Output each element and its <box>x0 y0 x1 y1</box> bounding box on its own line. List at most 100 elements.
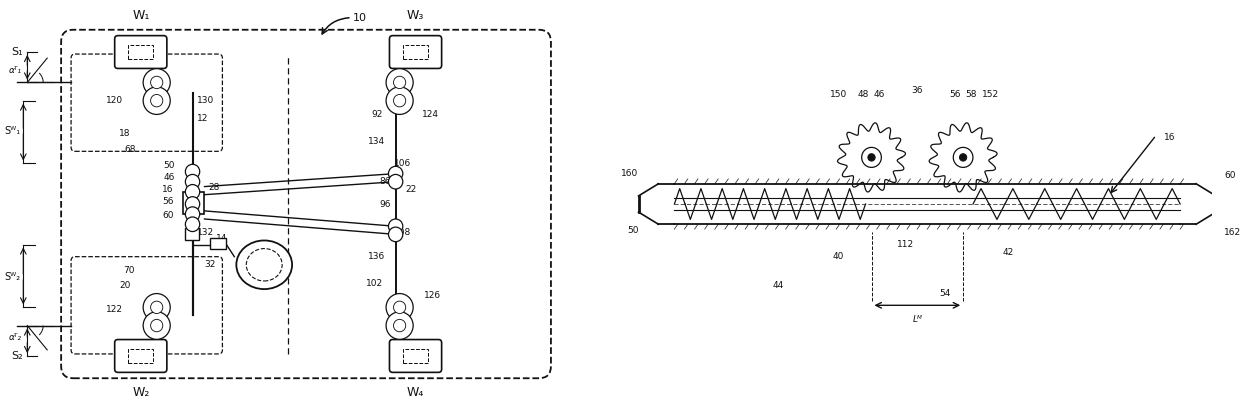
Circle shape <box>185 184 200 199</box>
Circle shape <box>386 87 413 115</box>
Circle shape <box>388 219 403 234</box>
Circle shape <box>393 319 405 332</box>
Circle shape <box>393 95 405 107</box>
Circle shape <box>388 227 403 242</box>
Text: W₃: W₃ <box>407 9 424 22</box>
Text: 50: 50 <box>164 161 175 170</box>
FancyBboxPatch shape <box>114 339 167 373</box>
Text: 36: 36 <box>911 86 923 95</box>
Text: 44: 44 <box>773 281 784 290</box>
Bar <box>403 45 428 59</box>
Text: 108: 108 <box>393 228 410 237</box>
FancyBboxPatch shape <box>389 35 441 69</box>
Text: 160: 160 <box>621 169 639 178</box>
Circle shape <box>386 312 413 339</box>
Circle shape <box>388 166 403 181</box>
Text: 48: 48 <box>858 90 869 99</box>
Text: 20: 20 <box>119 281 130 290</box>
Circle shape <box>386 293 413 321</box>
Text: 56: 56 <box>162 197 174 206</box>
Text: 106: 106 <box>393 159 410 168</box>
Circle shape <box>954 147 973 167</box>
Text: 130: 130 <box>196 96 213 105</box>
Circle shape <box>143 87 170 115</box>
Text: 54: 54 <box>940 288 951 298</box>
Text: 124: 124 <box>422 110 439 120</box>
Bar <box>185 228 198 240</box>
Circle shape <box>185 207 200 222</box>
Text: 40: 40 <box>832 252 843 261</box>
Circle shape <box>386 69 413 96</box>
Text: 56: 56 <box>950 90 961 99</box>
FancyBboxPatch shape <box>389 339 441 373</box>
Text: 30: 30 <box>258 258 270 267</box>
Text: 46: 46 <box>874 90 885 99</box>
Text: 10: 10 <box>353 13 367 22</box>
Text: 120: 120 <box>105 96 123 105</box>
Circle shape <box>185 174 200 189</box>
Text: 16: 16 <box>1164 133 1176 142</box>
Text: Lᴹ: Lᴹ <box>913 315 923 324</box>
Text: 136: 136 <box>368 252 384 261</box>
Text: 32: 32 <box>205 260 216 269</box>
Circle shape <box>388 174 403 189</box>
Text: 122: 122 <box>105 305 123 314</box>
Text: 70: 70 <box>123 266 135 275</box>
Text: 42: 42 <box>1003 248 1014 257</box>
Text: W₁: W₁ <box>133 9 150 22</box>
Text: 152: 152 <box>982 90 999 99</box>
Text: 12: 12 <box>197 114 208 123</box>
Text: 28: 28 <box>208 183 219 192</box>
Bar <box>128 45 154 59</box>
Text: S₂: S₂ <box>11 351 24 361</box>
Text: 22: 22 <box>405 185 417 194</box>
Circle shape <box>393 301 405 313</box>
Text: 102: 102 <box>366 279 383 288</box>
Bar <box>403 349 428 363</box>
Bar <box>128 349 154 363</box>
Text: 126: 126 <box>424 290 440 299</box>
Text: Sᵂ₂: Sᵂ₂ <box>5 272 21 282</box>
Text: 50: 50 <box>627 226 639 235</box>
Circle shape <box>143 69 170 96</box>
Text: S₁: S₁ <box>11 47 24 57</box>
Circle shape <box>150 95 162 107</box>
Text: 16: 16 <box>162 185 174 194</box>
Text: 60: 60 <box>162 211 174 220</box>
Circle shape <box>868 154 875 161</box>
Ellipse shape <box>247 248 283 281</box>
Circle shape <box>150 76 162 89</box>
Text: αᵀ₁: αᵀ₁ <box>9 66 21 75</box>
Text: W₂: W₂ <box>133 386 150 399</box>
Circle shape <box>150 319 162 332</box>
Text: 112: 112 <box>897 240 914 249</box>
Bar <box>182 192 205 214</box>
Text: Sᵂ₁: Sᵂ₁ <box>5 126 21 136</box>
Text: 86: 86 <box>379 177 391 186</box>
FancyBboxPatch shape <box>114 35 167 69</box>
Text: 92: 92 <box>372 110 383 120</box>
Text: αᵀ₂: αᵀ₂ <box>9 333 21 342</box>
Circle shape <box>960 154 967 161</box>
Text: 18: 18 <box>119 129 130 137</box>
Text: 150: 150 <box>831 90 848 99</box>
Text: 46: 46 <box>164 173 175 182</box>
Circle shape <box>143 312 170 339</box>
Text: 58: 58 <box>965 90 977 99</box>
Text: 14: 14 <box>217 234 228 243</box>
Text: 68: 68 <box>124 145 136 154</box>
Circle shape <box>185 197 200 211</box>
Text: 162: 162 <box>1224 228 1240 237</box>
Circle shape <box>150 301 162 313</box>
Text: 60: 60 <box>1224 171 1235 180</box>
Circle shape <box>143 293 170 321</box>
Ellipse shape <box>237 240 293 289</box>
Text: W₄: W₄ <box>407 386 424 399</box>
Circle shape <box>862 147 882 167</box>
Text: 96: 96 <box>379 200 391 209</box>
Text: 134: 134 <box>368 137 384 146</box>
Circle shape <box>185 164 200 179</box>
Circle shape <box>185 217 200 232</box>
Bar <box>211 238 227 248</box>
Circle shape <box>393 76 405 89</box>
